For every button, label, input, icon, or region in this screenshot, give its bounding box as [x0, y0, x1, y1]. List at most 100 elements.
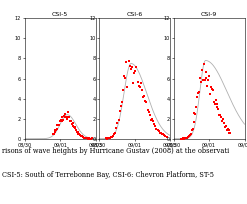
Point — [140, 88, 144, 91]
Point — [186, 136, 190, 139]
Point — [205, 71, 208, 74]
Point — [121, 89, 125, 92]
Point — [53, 129, 57, 132]
Point — [182, 137, 186, 140]
Point — [189, 132, 193, 136]
Text: risons of wave heights by Hurricane Gustav (2008) at the observati: risons of wave heights by Hurricane Gust… — [2, 147, 230, 155]
Point — [75, 130, 79, 133]
Point — [78, 134, 82, 137]
Point — [55, 127, 59, 131]
Point — [122, 74, 126, 78]
Point — [108, 136, 112, 140]
Point — [148, 113, 152, 117]
Point — [58, 120, 62, 123]
Point — [67, 116, 71, 119]
Point — [162, 134, 166, 137]
Point — [59, 119, 63, 122]
Point — [196, 91, 200, 94]
Point — [200, 69, 204, 72]
Point — [71, 121, 75, 124]
Point — [198, 76, 202, 80]
Point — [86, 137, 90, 140]
Point — [164, 134, 167, 138]
Point — [71, 124, 75, 127]
Point — [113, 131, 117, 134]
Point — [53, 131, 57, 134]
Point — [180, 137, 184, 140]
Point — [130, 66, 134, 69]
Point — [212, 100, 216, 103]
Point — [150, 117, 154, 121]
Point — [159, 132, 163, 135]
Point — [125, 85, 129, 89]
Point — [152, 122, 156, 126]
Point — [220, 120, 224, 123]
Title: CSI-6: CSI-6 — [126, 12, 143, 17]
Point — [138, 86, 142, 89]
Point — [127, 59, 131, 62]
Point — [64, 115, 68, 119]
Point — [86, 137, 90, 140]
Point — [57, 123, 61, 126]
Point — [89, 137, 93, 140]
Point — [73, 125, 77, 129]
Point — [124, 60, 128, 63]
Point — [208, 92, 212, 96]
Point — [128, 64, 132, 68]
Point — [118, 110, 122, 113]
Point — [219, 115, 223, 119]
Point — [206, 85, 209, 88]
Point — [147, 111, 151, 114]
Point — [182, 136, 185, 140]
Point — [60, 116, 64, 119]
Point — [206, 78, 210, 81]
Point — [145, 109, 149, 112]
Point — [202, 62, 206, 66]
Point — [110, 135, 114, 139]
Point — [115, 121, 119, 124]
Point — [136, 80, 140, 83]
Point — [74, 128, 78, 132]
Point — [156, 128, 160, 131]
Point — [54, 129, 58, 132]
Point — [117, 118, 121, 121]
Point — [82, 136, 86, 139]
Point — [194, 105, 198, 108]
Point — [68, 120, 72, 123]
Point — [73, 126, 77, 130]
Point — [188, 133, 192, 137]
Point — [123, 76, 127, 80]
Point — [132, 71, 136, 74]
Point — [104, 137, 108, 140]
Point — [87, 137, 91, 140]
Point — [142, 94, 146, 98]
Point — [226, 128, 229, 131]
Point — [63, 115, 67, 119]
Point — [191, 128, 195, 131]
Point — [76, 132, 80, 135]
Point — [225, 128, 229, 131]
Point — [82, 136, 85, 139]
Point — [134, 65, 138, 68]
Point — [112, 133, 116, 136]
Point — [144, 100, 148, 103]
Point — [68, 119, 72, 122]
Point — [81, 135, 85, 138]
Point — [88, 137, 92, 140]
Point — [155, 128, 159, 131]
Point — [105, 137, 109, 140]
Point — [187, 135, 191, 138]
Point — [84, 136, 88, 140]
Point — [65, 111, 69, 114]
Point — [129, 68, 133, 71]
Point — [133, 69, 137, 73]
Point — [70, 122, 74, 126]
Point — [120, 101, 124, 104]
Point — [161, 132, 165, 136]
Point — [139, 82, 143, 85]
Point — [211, 88, 215, 92]
Point — [181, 137, 185, 140]
Title: CSI-5: CSI-5 — [52, 12, 68, 17]
Point — [157, 129, 161, 133]
Point — [66, 115, 70, 119]
